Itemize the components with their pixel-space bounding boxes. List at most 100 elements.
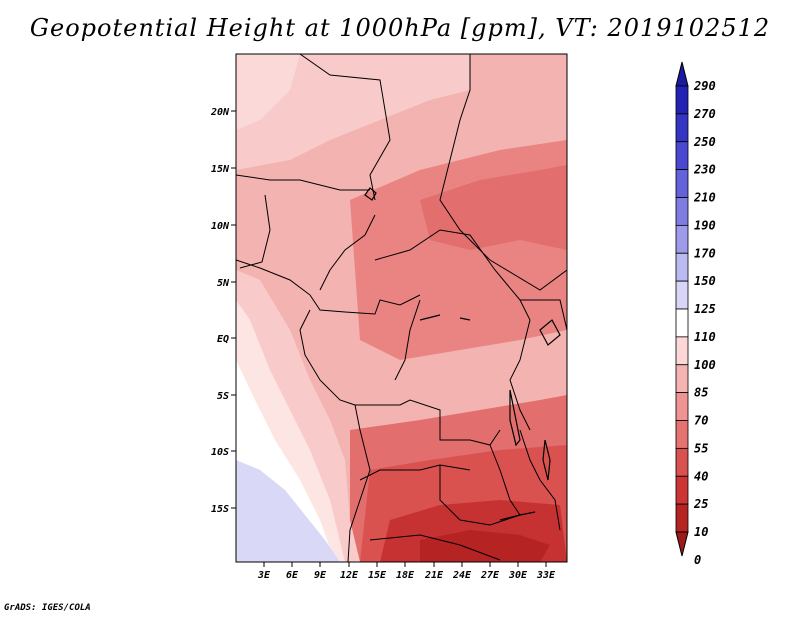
lake-victoria <box>539 319 561 346</box>
lon-tick-label: 24E <box>452 570 472 581</box>
colorbar-swatch <box>675 197 689 226</box>
lake-kariba <box>499 511 536 521</box>
lat-tick: 20N <box>210 107 236 118</box>
lon-tick: 18E <box>396 562 415 581</box>
colorbar-swatch <box>675 503 689 533</box>
colorbar-swatch <box>675 280 689 310</box>
country-borders <box>236 54 567 562</box>
colorbar-level-label: 100 <box>694 358 716 372</box>
lon-tick-label: 27E <box>480 570 500 581</box>
colorbar-level-label: 210 <box>693 191 716 205</box>
field-band-north-light <box>236 54 470 170</box>
colorbar-level-label: 85 <box>694 386 708 400</box>
lat-tick-label: 15S <box>211 504 229 515</box>
colorbar-arrow-top <box>675 61 689 87</box>
colorbar-level-label: 110 <box>694 330 716 344</box>
lon-tick-label: 33E <box>536 570 556 581</box>
colorbar-level-label: 190 <box>694 218 716 232</box>
lat-tick: 10S <box>211 447 236 458</box>
grads-credit: GrADS: IGES/COLA <box>4 603 91 613</box>
colorbar-level-label: 270 <box>693 107 716 121</box>
colorbar-level-label: 170 <box>694 246 716 260</box>
lon-tick: 6E <box>286 562 299 581</box>
colorbar-level-label: 150 <box>694 274 716 288</box>
field-band-northeast-dark <box>420 165 567 250</box>
border-malawi-mozambique <box>519 429 561 531</box>
colorbar-swatch <box>675 420 689 449</box>
border-tanzania-zambia <box>489 444 521 516</box>
lat-tick-label: 5N <box>217 278 230 289</box>
lat-tick: 15S <box>211 504 236 515</box>
colorbar-swatch <box>675 475 689 505</box>
lon-tick: 3E <box>257 562 271 581</box>
lake-tanganyika <box>509 389 521 447</box>
coastline-gabon-congo <box>299 309 356 406</box>
lat-tick-label: 10S <box>211 447 229 458</box>
colorbar-swatch <box>675 169 689 198</box>
lake-malawi <box>542 439 551 481</box>
colorbar: 2902702502302101901701501251101008570554… <box>675 61 716 567</box>
border-cameroon-congo <box>309 294 421 315</box>
field-band-northwest-lighter <box>236 54 300 130</box>
colorbar-level-label: 40 <box>694 469 708 483</box>
lon-tick: 12E <box>340 562 359 581</box>
border-chad-sudan <box>439 54 567 291</box>
colorbar-swatch <box>675 224 689 254</box>
lakes <box>364 187 561 521</box>
colorbar-swatch <box>675 141 689 171</box>
map-frame <box>235 53 568 563</box>
colorbar-swatch <box>675 336 689 366</box>
map-title: Geopotential Height at 1000hPa [gpm], VT… <box>29 14 771 42</box>
lon-tick: 15E <box>368 562 387 581</box>
border-niger-nigeria <box>236 174 370 191</box>
lon-tick: 21E <box>424 562 444 581</box>
lat-tick-label: 20N <box>210 107 230 118</box>
colorbar-swatch <box>675 113 689 143</box>
border-namibia-botswana <box>369 534 501 561</box>
colorbar-level-label: 10 <box>694 525 708 539</box>
river-congo <box>419 314 471 321</box>
lon-tick-label: 30E <box>508 570 528 581</box>
field-band-ocean-lavender <box>236 460 340 562</box>
colorbar-swatch <box>675 85 689 115</box>
longitude-axis: 3E 6E 9E 12E 15E 18E 21E 24E 27E 30E 33E <box>257 562 556 581</box>
border-drc-east <box>509 299 531 431</box>
lon-tick: 30E <box>508 562 528 581</box>
colorbar-arrow-bottom <box>675 531 689 557</box>
colorbar-level-label: 0 <box>694 553 701 567</box>
lon-tick-label: 21E <box>424 570 444 581</box>
lat-tick: 5S <box>217 391 236 402</box>
border-congo-drc <box>394 299 421 381</box>
height-field <box>236 54 567 562</box>
colorbar-swatch <box>675 364 689 394</box>
colorbar-level-label: 250 <box>693 135 716 149</box>
lat-tick-label: 5S <box>217 391 229 402</box>
border-nigeria-cameroon <box>319 214 376 291</box>
border-angola-zambia <box>359 464 471 481</box>
colorbar-level-label: 25 <box>693 497 708 511</box>
lat-tick-label: EQ <box>217 334 229 345</box>
border-niger-chad <box>299 54 391 201</box>
lat-tick: 5N <box>217 278 236 289</box>
lon-tick: 9E <box>314 562 327 581</box>
colorbar-swatch <box>675 447 689 477</box>
colorbar-level-label: 70 <box>694 414 708 428</box>
colorbar-swatch <box>675 308 689 338</box>
lat-tick: 10N <box>211 221 236 232</box>
lat-tick-label: 15N <box>211 164 230 175</box>
lon-tick-label: 18E <box>396 570 415 581</box>
lon-tick-label: 3E <box>257 570 271 581</box>
colorbar-swatch <box>675 252 689 282</box>
lon-tick-label: 12E <box>340 570 359 581</box>
lon-tick-label: 9E <box>314 570 327 581</box>
border-uganda-kenya <box>548 299 567 331</box>
lat-tick: EQ <box>217 334 236 345</box>
lat-tick-label: 10N <box>211 221 230 232</box>
colorbar-level-label: 55 <box>694 441 708 455</box>
lon-tick: 27E <box>480 562 500 581</box>
border-zambia-south <box>439 465 521 526</box>
colorbar-level-label: 125 <box>694 302 716 316</box>
lon-tick: 33E <box>536 562 556 581</box>
latitude-axis: 20N 15N 10N 5N EQ 5S 10S 15S <box>210 107 236 515</box>
